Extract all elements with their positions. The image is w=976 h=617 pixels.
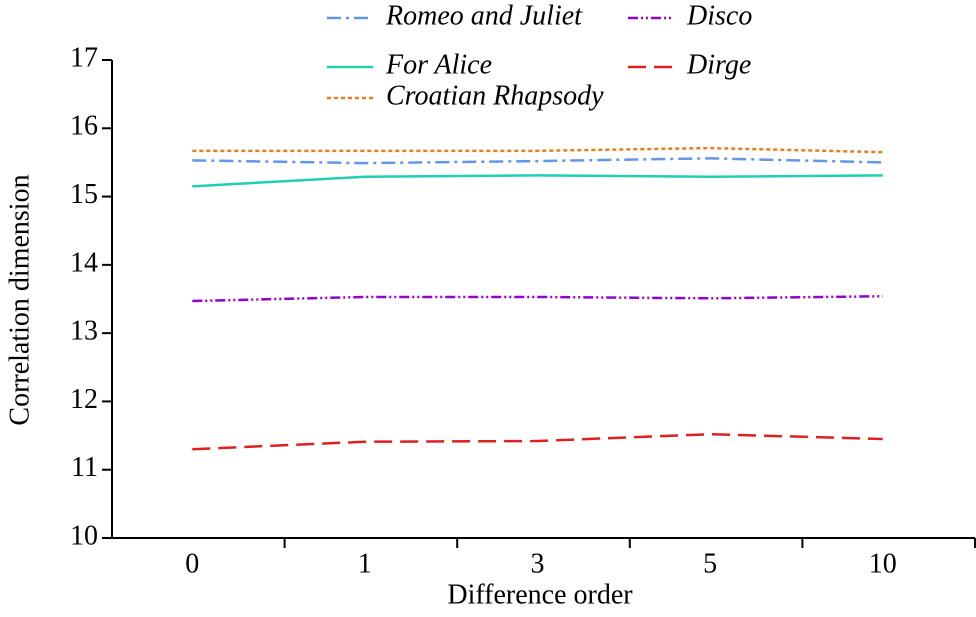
x-tick-label: 0 <box>185 548 199 579</box>
x-tick-label: 3 <box>531 548 545 579</box>
x-tick-label: 10 <box>869 548 897 579</box>
y-tick-label: 14 <box>70 247 98 278</box>
y-tick-label: 10 <box>70 520 98 551</box>
y-axis-label: Correlation dimension <box>4 174 35 425</box>
series-line <box>192 432 883 451</box>
y-tick-label: 12 <box>70 384 98 415</box>
y-tick-label: 11 <box>71 452 98 483</box>
legend-label: For Alice <box>385 49 492 80</box>
x-tick-label: 1 <box>358 548 372 579</box>
x-tick-label: 5 <box>703 548 717 579</box>
series-line <box>192 146 883 154</box>
legend-label: Croatian Rhapsody <box>386 80 604 111</box>
series-line <box>192 174 883 188</box>
y-tick-label: 15 <box>70 179 98 210</box>
y-tick-label: 17 <box>70 42 98 73</box>
series-line <box>192 157 883 165</box>
y-tick-label: 13 <box>70 316 98 347</box>
y-tick-label: 16 <box>70 111 98 142</box>
series-line <box>192 295 883 303</box>
legend-label: Romeo and Juliet <box>385 0 583 31</box>
legend-label: Dirge <box>686 49 751 80</box>
x-axis-label: Difference order <box>447 579 633 610</box>
legend-label: Disco <box>686 0 752 31</box>
